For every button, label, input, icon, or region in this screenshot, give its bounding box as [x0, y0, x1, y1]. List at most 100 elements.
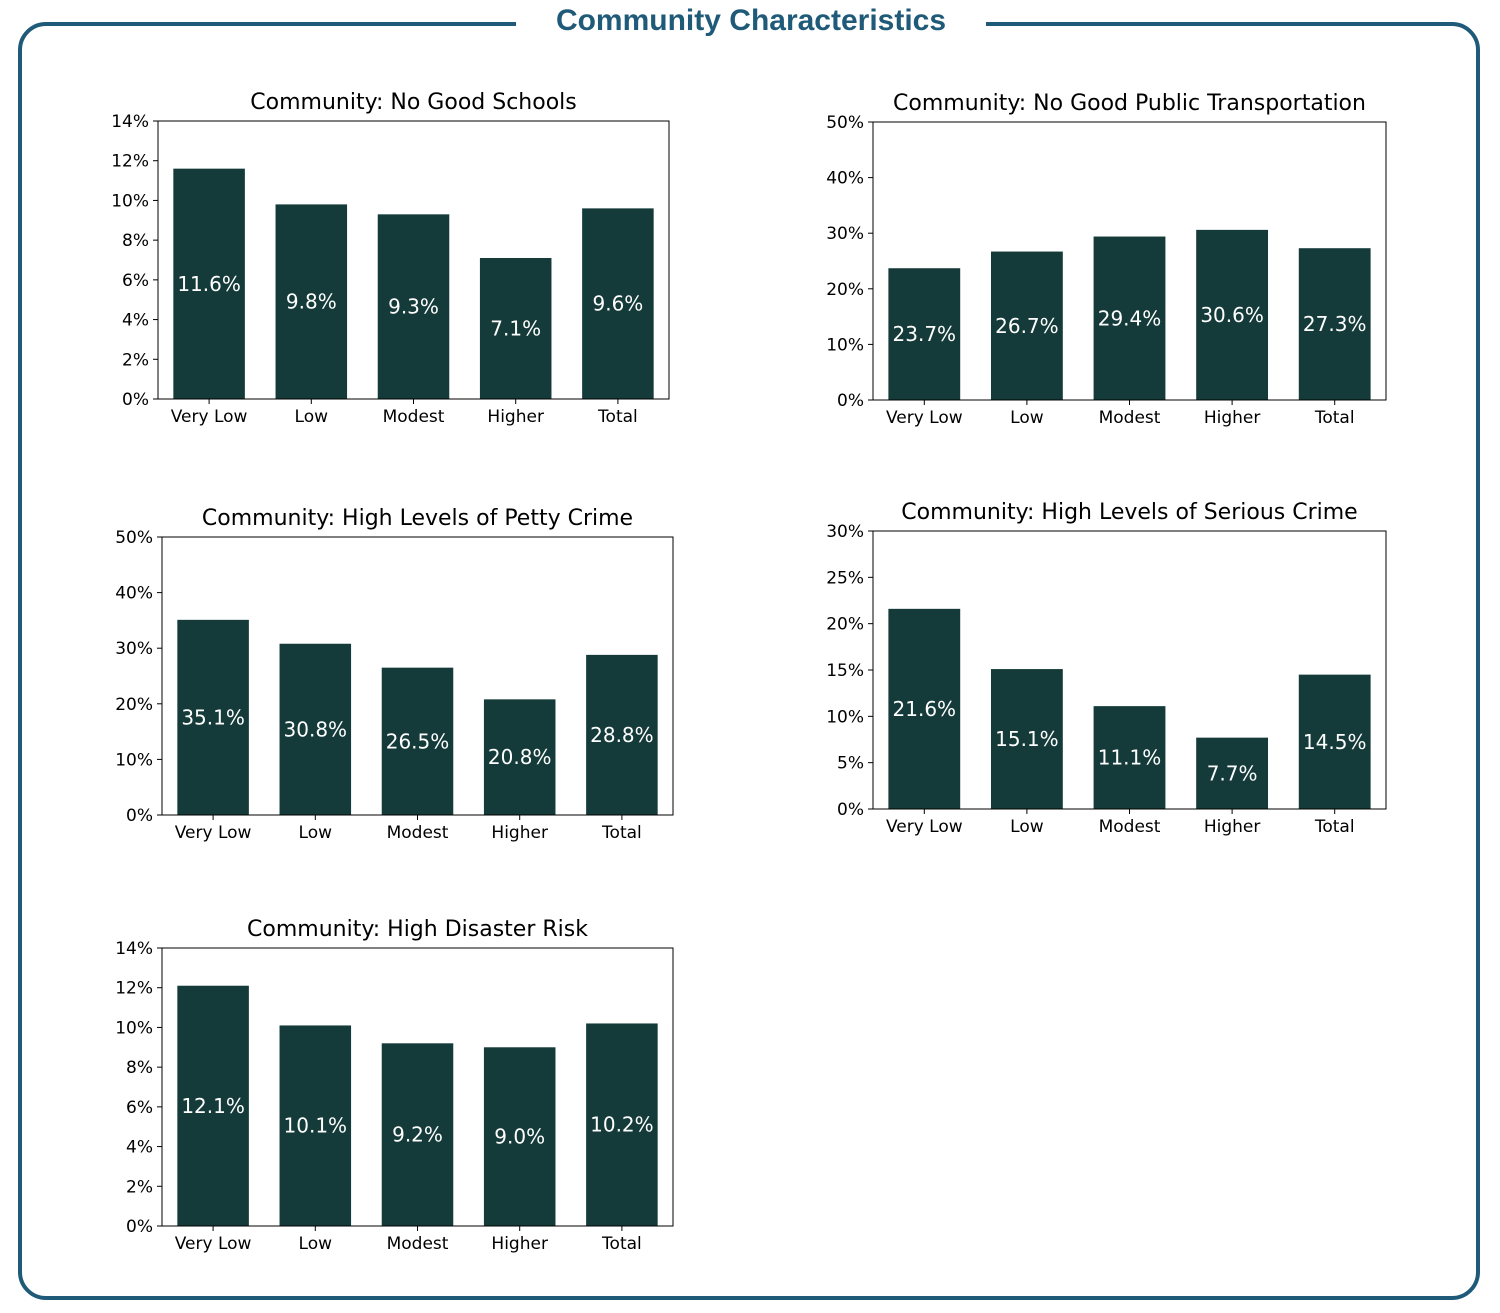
data-label: 9.6% [592, 292, 643, 316]
x-tick-label: Higher [1204, 408, 1261, 428]
y-tick-label: 10% [826, 707, 864, 727]
chart-title: Community: High Disaster Risk [247, 917, 588, 942]
y-tick-label: 0% [837, 391, 864, 411]
y-tick-label: 8% [126, 1058, 153, 1078]
x-tick-label: Modest [1099, 817, 1161, 837]
data-label: 10.1% [284, 1114, 348, 1138]
bar-very-low [888, 608, 961, 809]
data-label: 30.8% [284, 717, 348, 741]
bar-total [1298, 248, 1371, 400]
bar-very-low [173, 168, 245, 399]
data-label: 21.6% [893, 697, 957, 721]
bar-modest [381, 667, 454, 815]
data-label: 29.4% [1098, 306, 1162, 330]
y-tick-label: 10% [115, 750, 153, 770]
y-tick-label: 6% [122, 271, 149, 291]
bar-total [582, 208, 654, 399]
y-tick-label: 0% [837, 800, 864, 820]
y-tick-label: 8% [122, 231, 149, 251]
y-tick-label: 2% [122, 350, 149, 370]
bar-modest [377, 214, 450, 399]
x-tick-label: Modest [387, 1234, 449, 1254]
bar-modest [1093, 236, 1166, 400]
data-label: 7.7% [1207, 761, 1258, 785]
x-tick-label: Very Low [886, 817, 963, 837]
x-tick-label: Low [295, 407, 329, 427]
bar-low [990, 251, 1063, 400]
data-label: 15.1% [995, 727, 1059, 751]
y-tick-label: 15% [826, 661, 864, 681]
plot-area [157, 120, 670, 400]
x-tick-label: Higher [487, 407, 544, 427]
y-tick-label: 25% [826, 568, 864, 588]
y-tick-label: 10% [111, 191, 149, 211]
bar-modest [381, 1043, 454, 1226]
chart-petty-crime: Community: High Levels of Petty Crime 35.… [115, 506, 674, 843]
page-title: Community Characteristics [555, 4, 947, 37]
y-tick-label: 4% [126, 1138, 153, 1158]
plot-area [872, 530, 1387, 810]
x-tick-label: Low [299, 823, 333, 843]
bar-very-low [177, 985, 249, 1226]
bar-very-low [177, 619, 249, 815]
bar-higher [1196, 737, 1269, 809]
x-tick-label: Total [601, 823, 642, 843]
y-tick-label: 0% [122, 390, 149, 410]
bar-low [275, 204, 348, 399]
data-label: 9.8% [286, 290, 337, 314]
x-tick-label: Higher [491, 1234, 548, 1254]
y-tick-label: 6% [126, 1098, 153, 1118]
chart-serious-crime: Community: High Levels of Serious Crime 2… [826, 500, 1387, 837]
x-tick-label: Very Low [175, 823, 252, 843]
x-tick-label: Very Low [886, 408, 963, 428]
x-tick-label: Higher [1204, 817, 1261, 837]
x-tick-label: Total [601, 1234, 642, 1254]
y-tick-label: 30% [115, 639, 153, 659]
data-label: 7.1% [490, 317, 541, 341]
data-label: 12.1% [181, 1094, 245, 1118]
chart-title: Community: High Levels of Serious Crime [901, 500, 1357, 525]
data-label: 20.8% [488, 745, 552, 769]
y-tick-label: 0% [126, 806, 153, 826]
y-tick-label: 20% [826, 615, 864, 635]
y-tick-label: 4% [122, 311, 149, 331]
bar-modest [1093, 706, 1166, 809]
data-label: 9.3% [388, 295, 439, 319]
bar-higher [479, 258, 552, 399]
data-label: 26.5% [386, 729, 450, 753]
bar-total [1298, 674, 1371, 809]
bar-total [586, 654, 658, 815]
y-tick-label: 12% [115, 979, 153, 999]
y-tick-label: 50% [115, 528, 153, 548]
bar-low [990, 669, 1063, 809]
y-tick-label: 10% [115, 1018, 153, 1038]
bar-higher [483, 699, 556, 815]
bar-low [279, 1025, 352, 1226]
data-label: 26.7% [995, 314, 1059, 338]
data-label: 30.6% [1200, 303, 1264, 327]
data-label: 27.3% [1303, 312, 1367, 336]
chart-no-good-public-transportation: Community: No Good Public Transportation… [826, 91, 1387, 428]
data-label: 9.0% [494, 1125, 545, 1149]
data-label: 28.8% [590, 723, 654, 747]
plot-area [872, 121, 1387, 401]
plot-area [161, 947, 674, 1227]
bar-total [586, 1023, 658, 1226]
data-label: 10.2% [590, 1113, 654, 1137]
x-tick-label: Modest [387, 823, 449, 843]
x-tick-label: Higher [491, 823, 548, 843]
chart-no-good-schools: Community: No Good Schools 11.6% Very Low 9… [111, 90, 670, 427]
x-tick-label: Modest [1099, 408, 1161, 428]
x-tick-label: Total [597, 407, 638, 427]
x-tick-label: Very Low [171, 407, 248, 427]
data-label: 9.2% [392, 1123, 443, 1147]
data-label: 35.1% [181, 705, 245, 729]
title-backdrop [516, 0, 986, 48]
chart-title: Community: No Good Schools [250, 90, 576, 115]
bar-higher [1196, 229, 1269, 400]
y-tick-label: 40% [826, 169, 864, 189]
y-tick-label: 5% [837, 754, 864, 774]
chart-title: Community: No Good Public Transportation [893, 91, 1366, 116]
x-tick-label: Very Low [175, 1234, 252, 1254]
data-label: 14.5% [1303, 730, 1367, 754]
